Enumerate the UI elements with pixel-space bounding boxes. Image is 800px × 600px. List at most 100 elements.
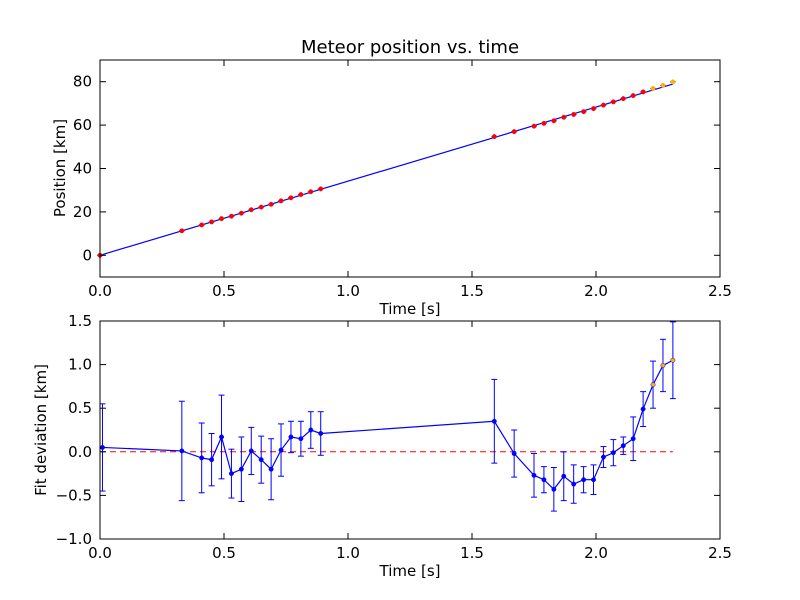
deviation-point — [600, 454, 606, 460]
data-point — [640, 89, 646, 95]
deviation-point — [630, 436, 636, 442]
bottom-chart-plot — [99, 321, 676, 512]
y-tick-label: 40 — [73, 160, 92, 178]
top-chart: Meteor position vs. time 0.0 0.5 1.0 1.5 2.0… — [51, 37, 732, 318]
data-point — [199, 222, 205, 228]
data-point — [670, 79, 676, 85]
data-point — [610, 99, 616, 105]
deviation-point — [650, 382, 656, 388]
deviation-point — [561, 473, 567, 479]
data-point — [318, 186, 324, 192]
x-tick-label: 2.5 — [708, 544, 732, 562]
deviation-point — [318, 431, 324, 436]
deviation-point — [511, 451, 517, 456]
y-tick-label: 0 — [82, 246, 92, 264]
x-tick-label: 1.0 — [336, 544, 360, 562]
deviation-point — [209, 457, 215, 463]
x-tick-label: 1.0 — [336, 282, 360, 300]
top-chart-plot — [97, 79, 676, 258]
data-point — [248, 207, 254, 213]
data-point — [228, 213, 234, 219]
deviation-point — [531, 472, 537, 478]
deviation-line — [102, 359, 674, 491]
x-tick-label: 0.5 — [212, 282, 236, 300]
deviation-point — [551, 486, 557, 492]
deviation-point — [258, 457, 264, 463]
deviation-point — [228, 471, 234, 477]
deviation-point — [100, 444, 105, 450]
data-point — [511, 129, 517, 135]
top-chart-x-axis-label: Time [s] — [379, 300, 441, 318]
deviation-point — [620, 443, 626, 449]
data-point — [591, 106, 596, 112]
y-tick-label: 80 — [73, 73, 92, 91]
deviation-point — [640, 406, 646, 412]
y-tick-label: −0.5 — [56, 486, 92, 504]
deviation-point — [571, 481, 577, 487]
y-tick-label: 60 — [73, 116, 92, 134]
data-point — [650, 85, 656, 91]
fit-line — [99, 83, 674, 256]
deviation-point — [278, 447, 284, 453]
data-point — [561, 114, 567, 120]
y-tick-label: 20 — [73, 203, 92, 221]
deviation-point — [610, 450, 616, 456]
deviation-point — [179, 448, 185, 454]
y-tick-label: −1.0 — [56, 530, 92, 548]
data-point — [630, 93, 636, 99]
top-chart-y-axis-label: Position [km] — [51, 119, 69, 217]
bottom-chart-x-ticks: 0.0 0.5 1.0 1.5 2.0 2.5 — [88, 321, 732, 562]
deviation-point — [238, 466, 244, 472]
top-chart-title: Meteor position vs. time — [301, 37, 519, 58]
deviation-point — [581, 477, 587, 483]
bottom-chart: 0.0 0.5 1.0 1.5 2.0 2.5 −1.0−0.50.00.51.01.5 … — [32, 312, 732, 580]
deviation-point — [541, 477, 547, 483]
x-tick-label: 0.0 — [88, 282, 112, 300]
bottom-chart-frame — [99, 320, 721, 540]
x-tick-label: 1.5 — [460, 282, 484, 300]
deviation-point — [219, 434, 224, 440]
x-tick-label: 0.5 — [212, 544, 236, 562]
data-point — [491, 134, 497, 140]
bottom-chart-y-ticks: −1.0 −0.5 0.0 0.5 1.0 1.5 — [56, 312, 720, 548]
top-chart-x-ticks: 0.0 0.5 1.0 1.5 2.0 2.5 — [88, 60, 732, 300]
data-point — [238, 210, 244, 216]
deviation-point — [308, 427, 314, 433]
data-point — [600, 102, 606, 108]
deviation-point — [248, 448, 254, 454]
deviation-point — [288, 434, 294, 440]
top-chart-frame — [99, 59, 721, 278]
data-point — [308, 189, 314, 195]
bottom-chart-x-axis-label: Time [s] — [379, 562, 441, 580]
data-point — [620, 96, 626, 102]
deviation-point — [591, 477, 596, 483]
data-point — [541, 120, 547, 126]
deviation-point — [268, 466, 274, 472]
data-point — [288, 195, 294, 201]
x-tick-label: 2.0 — [584, 282, 608, 300]
data-point — [298, 192, 304, 197]
deviation-point — [199, 455, 205, 461]
deviation-point — [491, 418, 497, 424]
data-point — [551, 118, 557, 124]
deviation-point — [670, 357, 676, 363]
data-point — [531, 123, 537, 129]
x-tick-label: 1.5 — [460, 544, 484, 562]
x-tick-label: 0.0 — [88, 544, 112, 562]
top-chart-y-ticks: 0 20 40 60 80 — [73, 73, 720, 264]
y-tick-label: 1.5 — [68, 312, 92, 330]
y-tick-label: 0.5 — [68, 399, 92, 417]
deviation-point — [660, 363, 666, 368]
data-point — [571, 112, 577, 117]
y-tick-label: 0.0 — [68, 443, 92, 461]
data-point — [660, 82, 666, 88]
data-point — [278, 198, 284, 204]
data-point — [219, 216, 224, 222]
deviation-point — [298, 436, 304, 442]
data-point — [209, 219, 215, 225]
y-tick-label: 1.0 — [68, 356, 92, 374]
x-tick-label: 2.0 — [584, 544, 608, 562]
x-tick-label: 2.5 — [708, 282, 732, 300]
data-point — [581, 109, 587, 115]
